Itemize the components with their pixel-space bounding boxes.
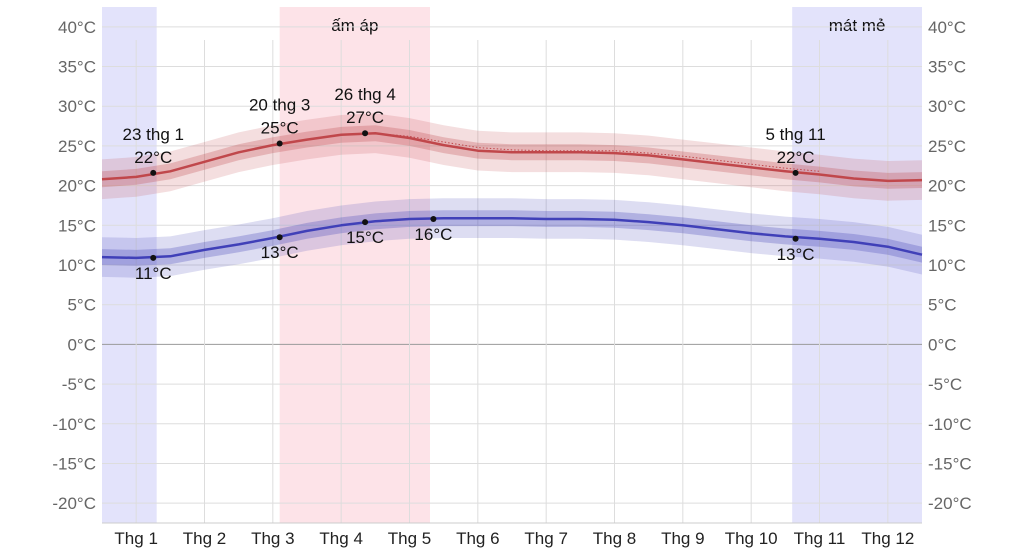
annotation-dot-8 <box>792 235 799 242</box>
series-0-band-inner <box>102 125 922 189</box>
annotation-dot-3 <box>792 169 799 176</box>
y-tick-left: 10°C <box>58 256 96 275</box>
x-tick-label: Thg 6 <box>456 529 499 548</box>
y-tick-left: 40°C <box>58 18 96 37</box>
y-tick-right: 10°C <box>928 256 966 275</box>
y-tick-left: 0°C <box>67 335 96 354</box>
y-tick-right: 30°C <box>928 97 966 116</box>
series-0-line <box>101 131 923 183</box>
annotation-label-4-0: 11°C <box>135 264 172 283</box>
annotation-label-3-1: 22°C <box>777 148 815 167</box>
annotation-dot-0 <box>150 169 157 176</box>
series-1-band-outer <box>102 198 922 278</box>
y-tick-right: 5°C <box>928 296 957 315</box>
series-0-band-outer <box>102 113 922 201</box>
x-tick-label: Thg 2 <box>183 529 226 548</box>
x-tick-label: Thg 4 <box>319 529 362 548</box>
x-tick-label: Thg 12 <box>861 529 914 548</box>
annotation-label-2-1: 27°C <box>346 108 384 127</box>
y-tick-left: -5°C <box>62 375 96 394</box>
grid-lines <box>102 26 922 524</box>
annotation-label-8-0: 13°C <box>777 245 815 264</box>
x-tick-label: Thg 5 <box>388 529 431 548</box>
y-tick-right: 35°C <box>928 58 966 77</box>
x-tick-label: Thg 3 <box>251 529 294 548</box>
x-tick-label: Thg 1 <box>114 529 157 548</box>
annotation-label-1-0: 20 thg 3 <box>249 96 310 115</box>
y-tick-right: 25°C <box>928 137 966 156</box>
temperature-bands <box>102 113 922 278</box>
annotation-dot-7 <box>430 215 437 222</box>
season-label-2: mát mẻ <box>829 16 886 35</box>
x-tick-label: Thg 7 <box>524 529 567 548</box>
annotation-dot-6 <box>362 219 369 226</box>
y-tick-left: 25°C <box>58 137 96 156</box>
y-tick-right: -10°C <box>928 415 972 434</box>
y-tick-right: 40°C <box>928 18 966 37</box>
season-label-1: ấm áp <box>331 16 378 35</box>
temperature-lines <box>101 131 923 260</box>
y-tick-left: -20°C <box>52 494 96 513</box>
y-tick-left: 35°C <box>58 58 96 77</box>
series-1-band-inner <box>102 210 922 266</box>
annotation-label-6-0: 15°C <box>346 228 384 247</box>
y-tick-left: 30°C <box>58 97 96 116</box>
y-tick-right: -15°C <box>928 454 972 473</box>
y-tick-left: -15°C <box>52 454 96 473</box>
annotation-label-2-0: 26 thg 4 <box>334 85 395 104</box>
annotation-label-3-0: 5 thg 11 <box>765 125 825 144</box>
annotation-label-1-1: 25°C <box>261 119 299 138</box>
annotations: 23 thg 1 22°C 20 thg 3 25°C 26 thg 4 27°C 5 th… <box>123 85 826 283</box>
y-tick-right: -5°C <box>928 375 962 394</box>
annotation-label-7-0: 16°C <box>414 225 452 244</box>
x-tick-label: Thg 8 <box>593 529 636 548</box>
y-tick-left: 5°C <box>67 296 96 315</box>
axis-labels: -20°C -20°C -15°C -15°C -10°C -10°C -5°C -5°C 0°… <box>52 18 971 548</box>
annotation-dot-2 <box>362 130 369 137</box>
dotted-line <box>375 132 820 172</box>
annotation-label-0-1: 22°C <box>134 148 172 167</box>
y-tick-right: 0°C <box>928 335 957 354</box>
annotation-dot-1 <box>276 140 283 147</box>
y-tick-left: 15°C <box>58 216 96 235</box>
annotation-dot-4 <box>150 254 157 261</box>
y-tick-left: -10°C <box>52 415 96 434</box>
x-tick-label: Thg 10 <box>725 529 778 548</box>
x-tick-label: Thg 11 <box>794 529 846 548</box>
x-tick-label: Thg 9 <box>661 529 704 548</box>
y-tick-right: 20°C <box>928 177 966 196</box>
y-tick-right: 15°C <box>928 216 966 235</box>
annotation-dot-5 <box>276 234 283 241</box>
y-tick-left: 20°C <box>58 177 96 196</box>
annotation-label-5-0: 13°C <box>261 243 299 262</box>
y-tick-right: -20°C <box>928 494 972 513</box>
annotation-label-0-0: 23 thg 1 <box>123 125 184 144</box>
series-1-line <box>101 216 923 260</box>
